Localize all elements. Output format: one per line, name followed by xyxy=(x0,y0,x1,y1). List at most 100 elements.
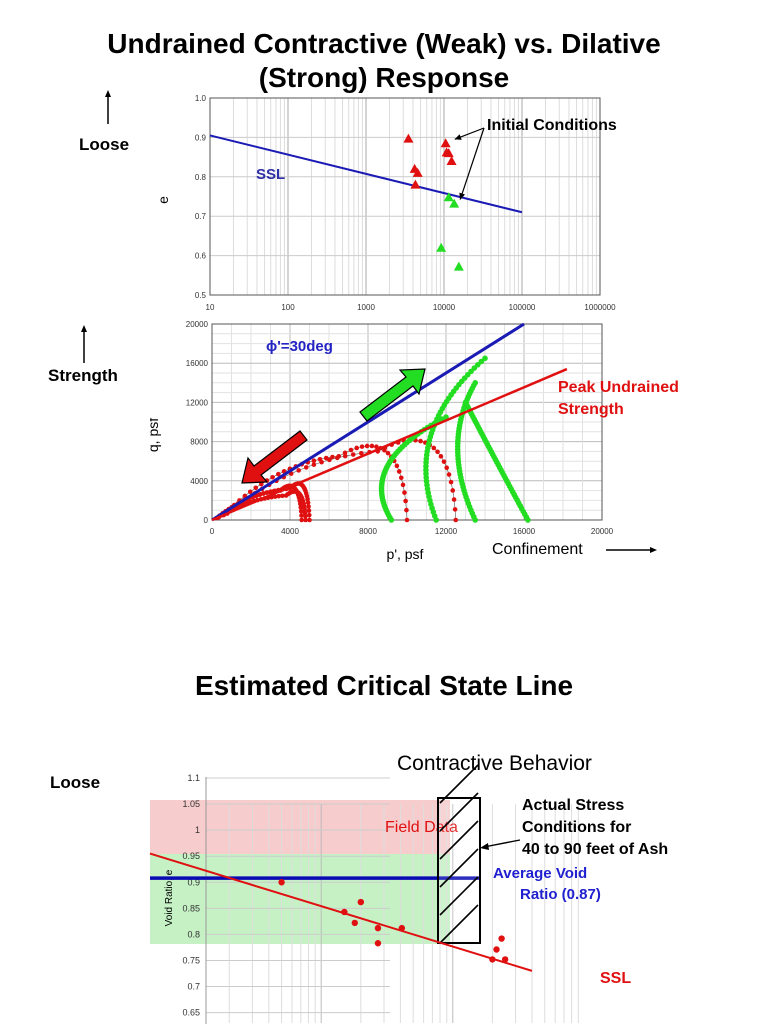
chart3-data-point xyxy=(501,956,509,963)
contractive-path-point xyxy=(451,497,457,502)
contractive-path-point xyxy=(330,454,335,460)
chart2-y-axis-label: q, psf xyxy=(150,418,161,452)
dilative-path-point xyxy=(482,355,488,362)
strength-up-arrow-icon xyxy=(81,325,87,363)
chart3-y-tick: 0.75 xyxy=(182,955,200,965)
chart2-y-tick: 20000 xyxy=(186,320,209,329)
contractive-path-point xyxy=(247,489,253,495)
chart1-y-tick: 0.8 xyxy=(195,173,207,182)
hatch-line xyxy=(439,764,479,804)
chart3-points xyxy=(278,879,509,963)
chart2-y-tick: 16000 xyxy=(186,359,209,368)
contractive-path-point xyxy=(303,465,309,470)
chart1-annotation-initial-conditions: Initial Conditions xyxy=(487,117,617,134)
chart2-tick-labels: 0 4000 8000 12000 16000 20000 0 4000 8000 12000 16… xyxy=(186,320,614,536)
chart1-x-tick: 10000 xyxy=(433,303,456,312)
chart3-y-tick: 0.9 xyxy=(187,877,200,887)
contractive-path-point xyxy=(441,459,447,464)
chart2-peak-strength-line xyxy=(211,367,568,522)
contractive-path-point xyxy=(452,507,458,512)
chart2-peak-label-line1: Peak Undrained xyxy=(558,379,679,396)
chart1-y-tick: 0.7 xyxy=(195,212,207,221)
contractive-path-point xyxy=(402,490,407,495)
actual-stress-arrow-head-icon xyxy=(480,843,489,850)
contractive-path-point xyxy=(342,450,348,456)
actual-stress-label-line3: 40 to 90 feet of Ash xyxy=(522,841,668,858)
hatch-line xyxy=(439,904,479,944)
chart3-y-tick: 0.7 xyxy=(187,982,200,992)
contractive-path-point xyxy=(261,491,266,496)
chart1-triangle-point xyxy=(443,192,454,202)
chart3-grid xyxy=(206,777,579,1023)
contractive-path-point xyxy=(400,482,406,488)
chart1-points xyxy=(403,133,464,271)
contractive-path-point xyxy=(403,498,408,504)
contractive-path-point xyxy=(319,459,324,465)
contractive-behavior-label: Contractive Behavior xyxy=(397,752,592,775)
chart3-y-tick: 0.8 xyxy=(187,929,200,939)
chart1-arrow-head-icon xyxy=(459,192,466,200)
contractive-path-point xyxy=(276,471,281,477)
chart2-y-tick: 8000 xyxy=(190,438,208,447)
contractive-path-point xyxy=(264,490,270,495)
chart2-x-tick: 16000 xyxy=(513,527,536,536)
slide-title-2: Estimated Critical State Line xyxy=(194,670,574,701)
contractive-path-point xyxy=(359,450,364,456)
chart1-annotation-arrows xyxy=(454,127,485,200)
contractive-path-point xyxy=(446,472,452,477)
chart1-x-tick: 1000000 xyxy=(584,303,616,312)
chart3-y-tick: 1 xyxy=(195,825,200,835)
chart3-data-point xyxy=(374,940,382,947)
chart2-y-tick: 0 xyxy=(204,516,209,525)
contractive-path-point xyxy=(394,463,400,469)
hatch-line xyxy=(439,820,479,860)
chart1-y-tick: 0.9 xyxy=(195,133,207,142)
contractive-path-point xyxy=(280,493,285,499)
contractive-path-point xyxy=(342,453,348,459)
chart2-y-tick: 4000 xyxy=(190,477,208,486)
contractive-path-point xyxy=(450,488,456,493)
chart2-phi-line xyxy=(211,322,525,522)
chart1-x-tick: 100000 xyxy=(509,303,536,312)
contractive-path-point xyxy=(374,444,379,450)
chart2-x-tick: 0 xyxy=(210,527,215,536)
dilative-path-point xyxy=(478,358,485,365)
chart1-triangle-point xyxy=(436,242,447,252)
chart3-data-point xyxy=(278,879,285,886)
chart3-data-point xyxy=(398,924,406,932)
dilative-path-point xyxy=(472,380,479,386)
stress-path-chart: 0 4000 8000 12000 16000 20000 0 4000 8000 12000 16… xyxy=(150,320,679,562)
contractive-path-point xyxy=(334,455,340,461)
actual-stress-arrow xyxy=(483,839,521,848)
chart2-x-axis-label: p', psf xyxy=(387,546,424,562)
contractive-path-point xyxy=(306,508,312,513)
actual-stress-label-line1: Actual Stress xyxy=(522,797,624,814)
avg-void-label-line1: Average Void xyxy=(493,865,587,882)
chart1-y-tick: 0.6 xyxy=(195,252,207,261)
contractive-path-point xyxy=(299,517,304,523)
contractive-path-point xyxy=(327,457,332,463)
contractive-path-point xyxy=(305,500,311,505)
chart1-x-tick: 1000 xyxy=(357,303,375,312)
chart3-tick-labels: 0.65 0.7 0.75 0.8 0.85 0.9 0.95 1 1.05 1.1 xyxy=(182,773,200,1018)
contractive-path-point xyxy=(418,438,423,444)
contractive-path-point xyxy=(306,504,311,509)
contractive-path-point xyxy=(444,465,449,471)
contractive-path-point xyxy=(272,494,278,499)
chart1-triangle-point xyxy=(453,261,464,271)
chart1-arrow-head-icon xyxy=(454,134,462,140)
chart1-y-tick: 1.0 xyxy=(195,94,207,103)
contractive-path-point xyxy=(296,468,301,473)
actual-stress-label-line2: Conditions for xyxy=(522,819,631,836)
contractive-path-point xyxy=(276,493,282,499)
contractive-path-point xyxy=(306,512,312,518)
chart3-data-point xyxy=(489,956,496,963)
contractive-path-point xyxy=(396,469,402,474)
confinement-label: Confinement xyxy=(492,541,583,558)
loose-label-top: Loose xyxy=(79,135,130,154)
contractive-path-point xyxy=(350,452,356,457)
chart2-phi-label: ϕ'=30deg xyxy=(266,338,333,355)
contractive-path-point xyxy=(298,505,304,510)
chart3-y-tick: 0.85 xyxy=(182,903,200,913)
contractive-path-point xyxy=(253,485,259,491)
